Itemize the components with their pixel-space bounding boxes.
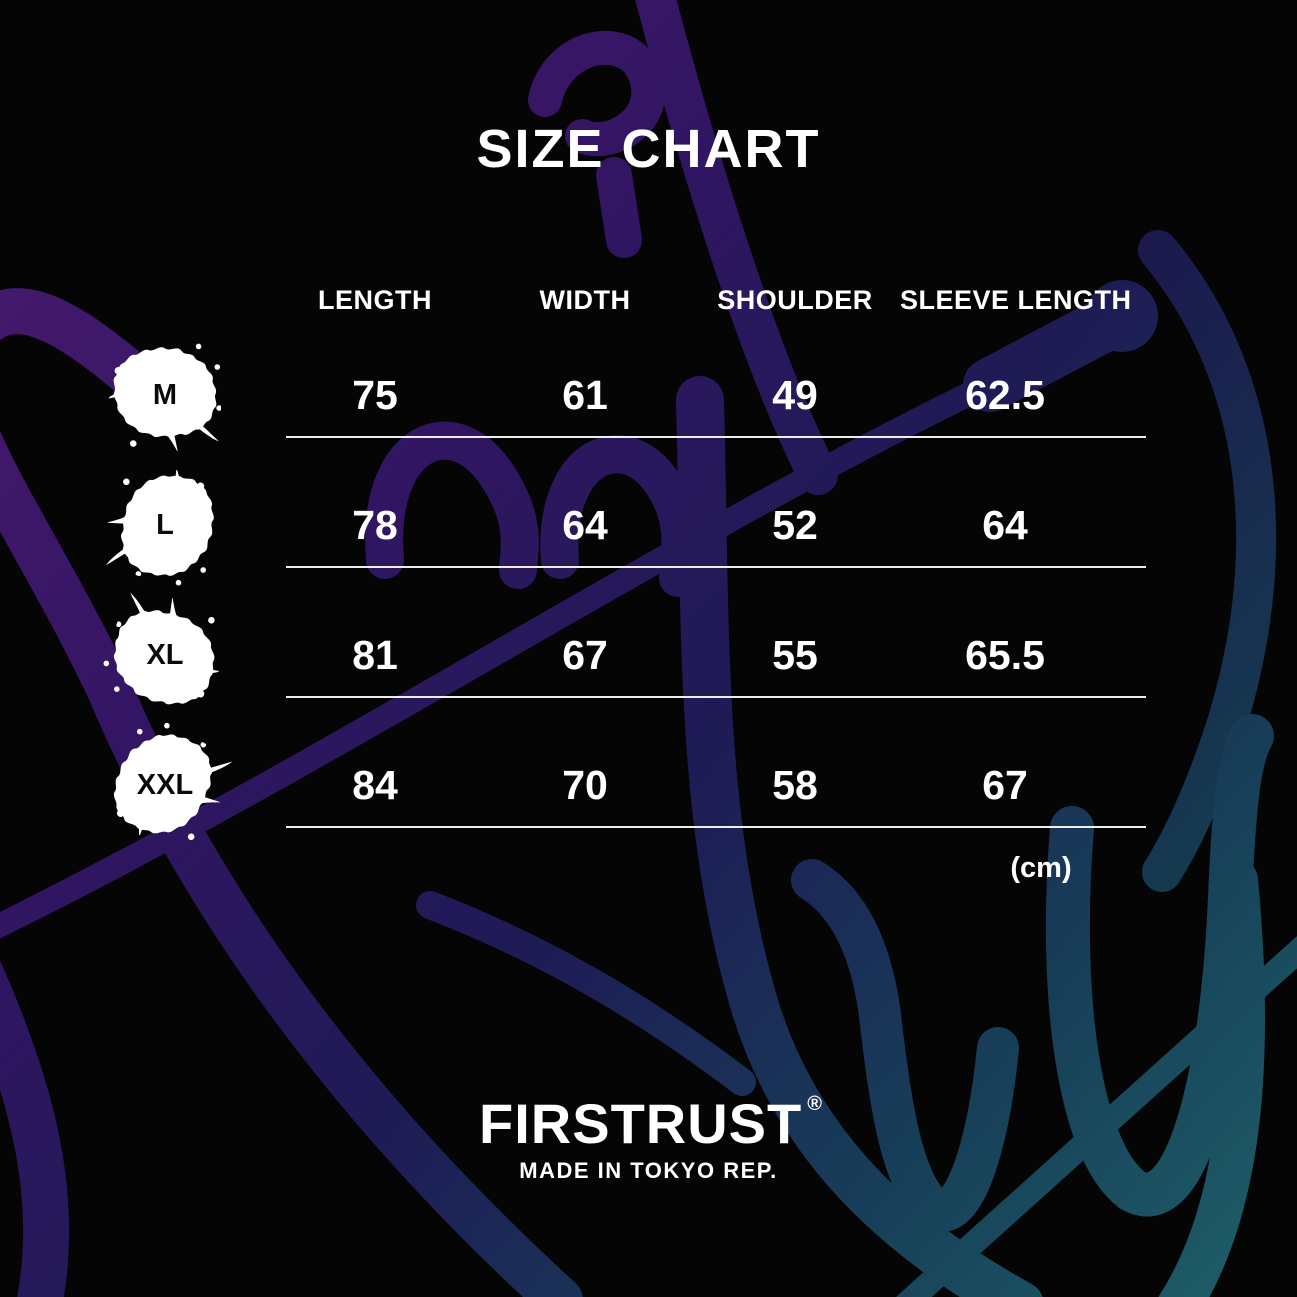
brand-block: FIRSTRUST ® MADE IN TOKYO REP. xyxy=(0,1093,1297,1184)
cell-shoulder: 55 xyxy=(772,631,818,678)
size-badge-label: M xyxy=(152,378,178,411)
cell-width: 67 xyxy=(562,631,608,678)
cell-length: 84 xyxy=(352,761,398,808)
column-headers: LENGTH WIDTH SHOULDER SLEEVE LENGTH xyxy=(60,276,1132,324)
registered-trademark-symbol: ® xyxy=(807,1093,823,1115)
cell-shoulder: 52 xyxy=(772,501,818,548)
brand-name-text: FIRSTRUST xyxy=(479,1092,803,1155)
size-badge: L xyxy=(96,456,230,594)
size-badge-label: L xyxy=(156,508,174,541)
row-divider xyxy=(286,826,1146,828)
row-divider xyxy=(286,436,1146,438)
column-header-length: LENGTH xyxy=(318,285,432,315)
table-row-xl: XL 81 67 55 65.5 xyxy=(60,583,1110,724)
cell-width: 70 xyxy=(562,761,608,808)
cell-length: 75 xyxy=(352,371,398,418)
cell-width: 61 xyxy=(562,371,608,418)
page-title: SIZE CHART xyxy=(476,119,821,179)
size-badge-label: XL xyxy=(146,638,184,671)
table-row-l: L 78 64 52 64 xyxy=(60,456,1110,594)
column-header-spacer xyxy=(60,276,270,324)
column-header-sleeve-length: SLEEVE LENGTH xyxy=(900,285,1132,315)
brand-logo: FIRSTRUST ® xyxy=(0,1093,1297,1152)
size-badge: XL xyxy=(93,583,237,724)
unit-note: (cm) xyxy=(1010,852,1072,884)
size-badge-label: XXL xyxy=(136,768,194,801)
cell-sleeve-length: 65.5 xyxy=(965,631,1045,678)
size-badge-cell: M xyxy=(60,339,270,451)
size-badge-cell: XL xyxy=(60,583,270,724)
size-badge-cell: XXL xyxy=(60,710,270,862)
cell-width: 64 xyxy=(562,501,608,548)
size-badge: XXL xyxy=(91,710,242,862)
cell-sleeve-length: 67 xyxy=(982,761,1028,808)
row-divider xyxy=(286,696,1146,698)
cell-length: 78 xyxy=(352,501,398,548)
column-header-shoulder: SHOULDER xyxy=(717,285,873,315)
column-header-width: WIDTH xyxy=(539,285,631,315)
table-row-m: M 75 61 49 62.5 xyxy=(60,339,1110,451)
cell-sleeve-length: 62.5 xyxy=(965,371,1045,418)
cell-length: 81 xyxy=(352,631,398,678)
size-badge-cell: L xyxy=(60,456,270,594)
table-row-xxl: XXL 84 70 58 67 xyxy=(60,710,1110,862)
cell-shoulder: 49 xyxy=(772,371,818,418)
brand-tagline: MADE IN TOKYO REP. xyxy=(519,1158,778,1183)
cell-shoulder: 58 xyxy=(772,761,818,808)
cell-sleeve-length: 64 xyxy=(982,501,1028,548)
size-badge: M xyxy=(109,339,221,451)
row-divider xyxy=(286,566,1146,568)
